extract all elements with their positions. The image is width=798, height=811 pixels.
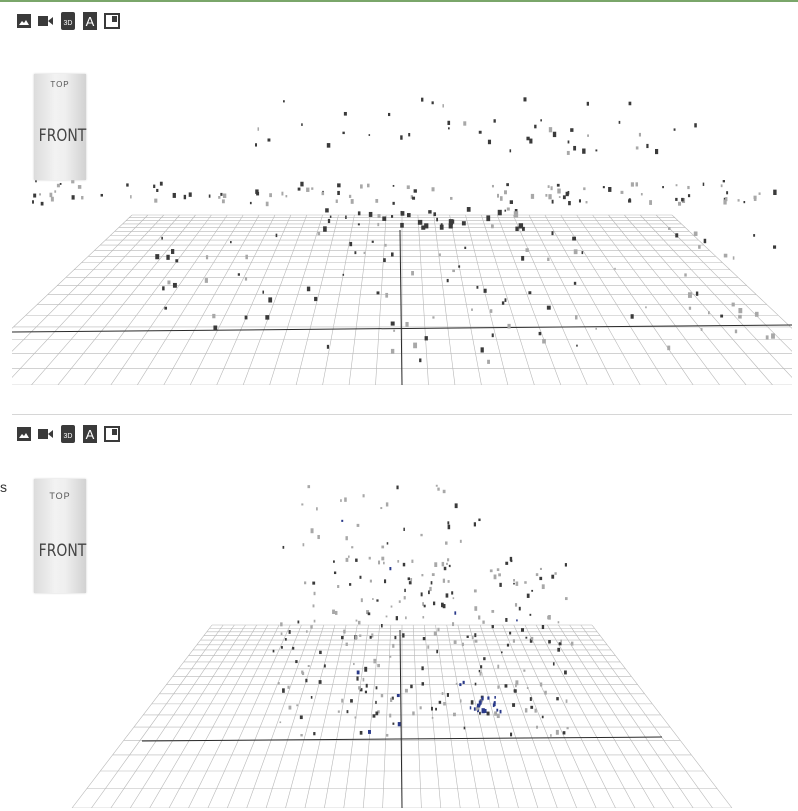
point-cloud-upper [282,484,481,608]
clipped-side-text: s [0,479,7,495]
video-icon[interactable] [38,12,54,30]
3d-icon-label: 3D [64,433,73,440]
point-cloud-stem [383,246,490,364]
image-icon[interactable] [16,12,32,30]
point-cloud-blue-cluster [469,696,502,719]
3d-scene-canvas[interactable] [12,415,792,808]
text-icon-label: A [86,14,95,29]
top-accent-bar [0,0,798,2]
point-cloud-viewer-1[interactable]: 3D A TOP FRONT [12,2,792,385]
floor-grid [71,624,733,808]
3d-icon[interactable]: 3D [60,425,76,443]
panel-icon[interactable] [104,425,120,443]
panel-icon[interactable] [104,12,120,30]
point-cloud-upper [255,97,697,155]
point-cloud-lower [272,615,574,737]
text-icon-label: A [86,427,95,442]
3d-scene-canvas[interactable] [12,2,792,385]
point-cloud-text-cluster [323,207,525,232]
view-cube-front-face[interactable]: FRONT [38,541,87,561]
text-icon[interactable]: A [82,12,98,30]
x-axis-line [141,736,663,742]
point-cloud-band [32,180,777,207]
view-cube[interactable]: TOP FRONT [34,479,86,593]
point-cloud-floor [155,227,777,351]
z-axis-line [399,629,403,808]
viewer-toolbar: 3D A [12,419,124,449]
z-axis-line [399,229,403,385]
view-cube-top-face[interactable]: TOP [50,80,70,89]
view-cube-top-face[interactable]: TOP [49,491,71,501]
point-cloud-viewer-2[interactable]: 3D A TOP FRONT [12,414,792,808]
x-axis-line [12,324,792,333]
floor-grid [12,214,792,385]
video-icon[interactable] [38,425,54,443]
image-icon[interactable] [16,425,32,443]
view-cube[interactable]: TOP FRONT [34,74,86,180]
viewer-toolbar: 3D A [12,6,124,36]
3d-icon-label: 3D [64,20,73,27]
3d-icon[interactable]: 3D [60,12,76,30]
view-cube-front-face[interactable]: FRONT [38,126,87,146]
text-icon[interactable]: A [82,425,98,443]
